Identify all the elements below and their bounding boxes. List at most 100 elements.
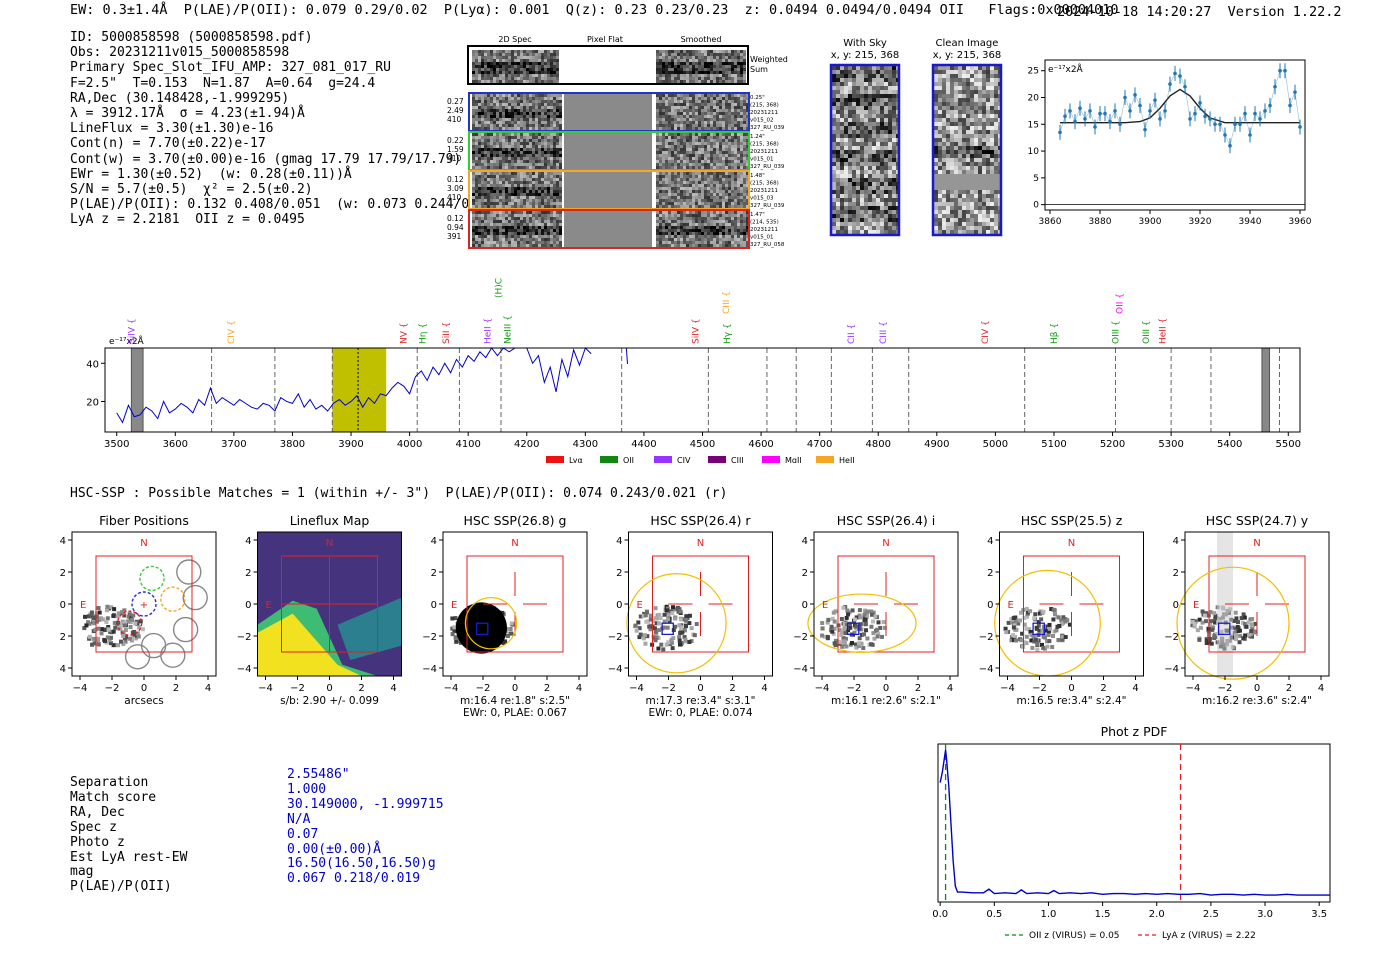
pixel xyxy=(490,214,493,217)
pixel xyxy=(505,106,508,109)
pixel xyxy=(689,80,692,83)
pixel xyxy=(665,106,668,109)
pixel xyxy=(746,226,749,229)
pixel xyxy=(656,68,659,71)
pixel xyxy=(496,59,499,62)
pixel xyxy=(674,65,677,68)
pixel xyxy=(719,112,722,115)
pixel xyxy=(511,184,514,187)
pixel xyxy=(698,145,701,148)
pixel xyxy=(656,133,659,136)
pixel xyxy=(994,174,998,178)
pixel xyxy=(892,146,896,150)
pixel xyxy=(725,241,728,244)
pixel xyxy=(734,178,737,181)
pixel xyxy=(740,232,743,235)
pixel xyxy=(517,100,520,103)
pixel xyxy=(966,162,970,166)
pixel xyxy=(852,114,856,118)
pixel xyxy=(872,182,876,186)
pixel xyxy=(475,74,478,77)
info-line: Primary Spec_Slot_IFU_AMP: 327_081_017_R… xyxy=(70,60,391,76)
pixel xyxy=(671,106,674,109)
pixel xyxy=(982,162,986,166)
pixel xyxy=(698,175,701,178)
pixel xyxy=(713,124,716,127)
pixel xyxy=(508,142,511,145)
pixel xyxy=(559,202,562,205)
pixel xyxy=(860,174,864,178)
pixel xyxy=(986,138,990,142)
pixel xyxy=(490,115,493,118)
pixel xyxy=(860,206,864,210)
pixel xyxy=(740,121,743,124)
pixel xyxy=(671,235,674,238)
pixel xyxy=(535,77,538,80)
pixel xyxy=(674,205,677,208)
pixel xyxy=(962,190,966,194)
pixel xyxy=(535,178,538,181)
pixel xyxy=(707,136,710,139)
pixel xyxy=(994,106,998,110)
pixel xyxy=(746,118,749,121)
pixel xyxy=(532,148,535,151)
pixel xyxy=(728,187,731,190)
pixel xyxy=(674,139,677,142)
pixel xyxy=(856,114,860,118)
pixel xyxy=(686,193,689,196)
pixel xyxy=(856,210,860,214)
pixel xyxy=(499,65,502,68)
pixel xyxy=(731,59,734,62)
pixel xyxy=(725,181,728,184)
pixel xyxy=(508,50,511,53)
pixel xyxy=(481,94,484,97)
pixel xyxy=(888,106,892,110)
pixel xyxy=(713,160,716,163)
pixel xyxy=(502,127,505,130)
pixel xyxy=(544,172,547,175)
pixel xyxy=(541,77,544,80)
pixel xyxy=(538,124,541,127)
pixel xyxy=(707,77,710,80)
pixel xyxy=(529,71,532,74)
pixel xyxy=(484,121,487,124)
pixel xyxy=(547,160,550,163)
pixel xyxy=(535,103,538,106)
pixel xyxy=(710,238,713,241)
pixel xyxy=(493,100,496,103)
pixel xyxy=(493,193,496,196)
pixel xyxy=(704,241,707,244)
pixel xyxy=(994,74,998,78)
pixel xyxy=(689,211,692,214)
pixel xyxy=(493,163,496,166)
pixel xyxy=(502,232,505,235)
pixel xyxy=(659,97,662,100)
pixel xyxy=(974,102,978,106)
pixel xyxy=(662,133,665,136)
pixel xyxy=(746,109,749,112)
pixel xyxy=(520,244,523,247)
pixel xyxy=(514,175,517,178)
pixel xyxy=(535,196,538,199)
info-line: λ = 3912.17Å σ = 4.23(±1.94)Å xyxy=(70,106,305,122)
pixel xyxy=(950,194,954,198)
pixel xyxy=(938,182,942,186)
pixel xyxy=(852,162,856,166)
pixel xyxy=(484,115,487,118)
pixel xyxy=(707,199,710,202)
pixel xyxy=(689,136,692,139)
pixel xyxy=(514,214,517,217)
pixel xyxy=(728,53,731,56)
pixel xyxy=(946,74,950,78)
pixel xyxy=(680,133,683,136)
pixel xyxy=(484,145,487,148)
pixel xyxy=(683,68,686,71)
pixel xyxy=(695,196,698,199)
pixel xyxy=(994,82,998,86)
pixel xyxy=(740,163,743,166)
pixel xyxy=(484,139,487,142)
pixel xyxy=(868,222,872,226)
pixel xyxy=(668,244,671,247)
pixel xyxy=(683,160,686,163)
pixel xyxy=(716,151,719,154)
